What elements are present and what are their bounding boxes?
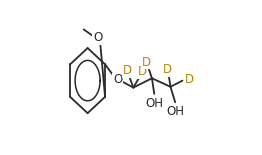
- Text: D: D: [138, 65, 147, 78]
- Text: OH: OH: [145, 97, 163, 110]
- Text: D: D: [163, 63, 172, 76]
- Text: O: O: [93, 31, 102, 44]
- Text: D: D: [185, 73, 194, 86]
- Text: D: D: [142, 55, 151, 69]
- Text: O: O: [113, 73, 122, 86]
- Text: D: D: [123, 64, 132, 77]
- Text: OH: OH: [166, 105, 184, 118]
